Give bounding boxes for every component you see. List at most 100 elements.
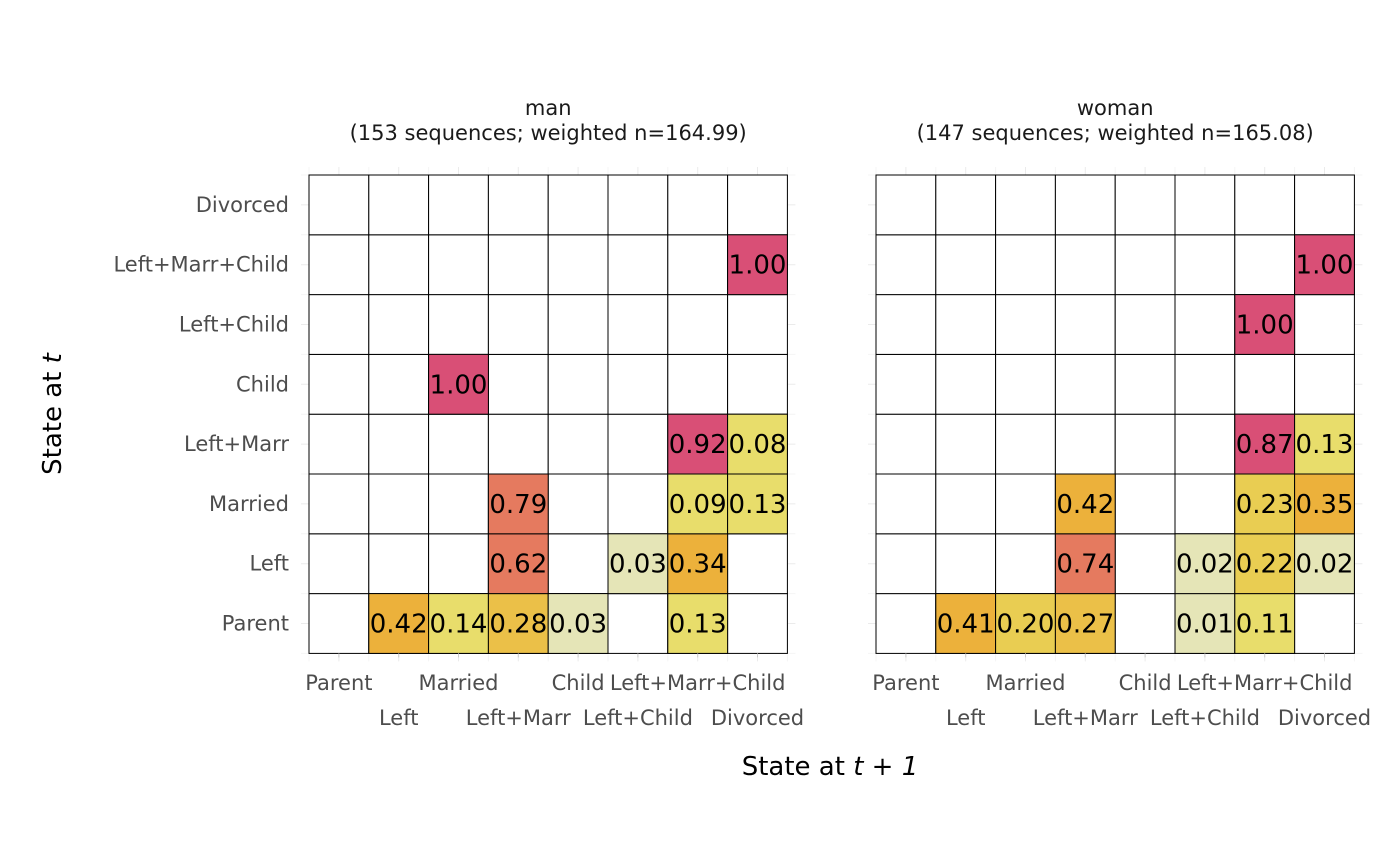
- cell-Left+Marr+Child-to-Child: [547, 234, 609, 296]
- x-tick-label-Left+Child: Left+Child: [583, 706, 693, 730]
- data-label-Left+Marr-to-Divorced: 0.13: [1296, 430, 1354, 460]
- cell-Left+Child-to-Parent: [308, 294, 370, 355]
- heat-cell-Left+Marr+Child-to-Divorced: [1294, 234, 1355, 296]
- cell-Left-to-Child: [547, 533, 609, 595]
- panel-subtitle-woman: (147 sequences; weighted n=165.08): [917, 121, 1314, 145]
- cell-Left+Marr-to-Left: [368, 413, 430, 475]
- cell-Left+Marr-to-Married: [995, 413, 1056, 475]
- cell-Left+Child-to-Married: [428, 294, 489, 355]
- y-axis-title-italic: t: [38, 352, 68, 363]
- y-tick-label-Married: Married: [209, 492, 289, 516]
- data-label-Left-to-Left+Marr: 0.74: [1056, 550, 1114, 580]
- x-tick-label-Left+Marr+Child: Left+Marr+Child: [610, 671, 786, 695]
- heat-cell-Parent-to-Left+Marr: [1054, 593, 1116, 654]
- data-label-Left-to-Left+Marr: 0.62: [489, 550, 547, 580]
- cell-Left+Marr+Child-to-Left+Child: [1174, 234, 1236, 296]
- y-tick-label-Divorced: Divorced: [196, 193, 289, 217]
- data-label-Left+Marr+Child-to-Divorced: 1.00: [1296, 251, 1354, 281]
- data-label-Left+Child-to-Left+Marr+Child: 1.00: [1236, 311, 1294, 341]
- cell-Left+Marr+Child-to-Left: [368, 234, 430, 296]
- cell-Child-to-Left+Marr: [1054, 353, 1116, 415]
- heat-cell-Left-to-Left+Marr+Child: [1234, 533, 1296, 595]
- cell-Left+Child-to-Left+Marr: [1054, 294, 1116, 355]
- cell-Left-to-Divorced: [727, 533, 788, 595]
- cell-Left-to-Parent: [308, 533, 370, 595]
- cell-Child-to-Left+Marr+Child: [667, 353, 729, 415]
- heat-cell-Left-to-Left+Marr: [487, 533, 549, 595]
- cell-Parent-to-Parent: [875, 593, 937, 654]
- data-label-Married-to-Left+Marr: 0.42: [1056, 490, 1114, 520]
- cell-Married-to-Child: [547, 473, 609, 535]
- x-tick-label-Married: Married: [986, 671, 1066, 695]
- data-label-Parent-to-Married: 0.14: [430, 610, 488, 640]
- cell-Left+Child-to-Left: [368, 294, 430, 355]
- cell-Left+Marr-to-Child: [1114, 413, 1176, 475]
- y-tick-label-Left: Left: [249, 552, 289, 576]
- x-axis-title-italic: t + 1: [853, 752, 918, 782]
- x-axis-title-text: State at: [742, 752, 853, 782]
- cell-Divorced-to-Child: [1114, 174, 1176, 236]
- cell-Left+Child-to-Parent: [875, 294, 937, 355]
- cell-Child-to-Parent: [875, 353, 937, 415]
- data-label-Left-to-Left+Marr+Child: 0.34: [669, 550, 727, 580]
- cell-Left+Marr-to-Left+Child: [1174, 413, 1236, 475]
- cell-Married-to-Left: [935, 473, 997, 535]
- cell-Child-to-Left+Child: [607, 353, 669, 415]
- cell-Divorced-to-Left+Marr: [487, 174, 549, 236]
- data-label-Parent-to-Left+Marr+Child: 0.13: [669, 610, 727, 640]
- data-label-Married-to-Left+Marr+Child: 0.09: [669, 490, 727, 520]
- cell-Divorced-to-Married: [995, 174, 1056, 236]
- heat-cell-Left-to-Left+Marr+Child: [667, 533, 729, 595]
- cell-Married-to-Married: [428, 473, 489, 535]
- data-label-Left-to-Left+Marr+Child: 0.22: [1236, 550, 1294, 580]
- cell-Child-to-Parent: [308, 353, 370, 415]
- cell-Married-to-Left+Child: [1174, 473, 1236, 535]
- heat-cell-Parent-to-Child: [547, 593, 609, 654]
- data-label-Parent-to-Left: 0.41: [937, 610, 995, 640]
- cell-Left+Marr+Child-to-Left+Marr: [487, 234, 549, 296]
- cell-Married-to-Parent: [875, 473, 937, 535]
- data-label-Parent-to-Child: 0.03: [549, 610, 607, 640]
- cell-Child-to-Divorced: [1294, 353, 1355, 415]
- cell-Left+Marr-to-Child: [547, 413, 609, 475]
- data-label-Married-to-Divorced: 0.35: [1296, 490, 1354, 520]
- cell-Left+Marr+Child-to-Left+Marr: [1054, 234, 1116, 296]
- heat-cell-Parent-to-Left+Child: [1174, 593, 1236, 654]
- cell-Left-to-Married: [995, 533, 1056, 595]
- data-label-Left-to-Divorced: 0.02: [1296, 550, 1354, 580]
- y-tick-label-Parent: Parent: [222, 612, 289, 636]
- cell-Left+Child-to-Left+Marr: [487, 294, 549, 355]
- data-label-Left+Marr-to-Divorced: 0.08: [729, 430, 787, 460]
- x-tick-label-Left+Marr: Left+Marr: [466, 706, 571, 730]
- cell-Married-to-Child: [1114, 473, 1176, 535]
- cell-Divorced-to-Left+Child: [607, 174, 669, 236]
- data-label-Parent-to-Left+Marr: 0.28: [489, 610, 547, 640]
- cell-Left+Marr-to-Left+Child: [607, 413, 669, 475]
- heat-cell-Parent-to-Left: [935, 593, 997, 654]
- panel-woman: woman(147 sequences; weighted n=165.08) 0…: [868, 96, 1371, 730]
- cell-Married-to-Left+Child: [607, 473, 669, 535]
- heat-cell-Married-to-Divorced: [727, 473, 788, 535]
- heat-cell-Parent-to-Married: [995, 593, 1056, 654]
- heat-cell-Left+Marr-to-Divorced: [1294, 413, 1355, 475]
- cell-Left+Marr-to-Parent: [875, 413, 937, 475]
- cell-Child-to-Left+Child: [1174, 353, 1236, 415]
- cell-Left+Marr-to-Parent: [308, 413, 370, 475]
- heat-cell-Married-to-Left+Marr: [1054, 473, 1116, 535]
- data-label-Parent-to-Left+Marr+Child: 0.11: [1236, 610, 1294, 640]
- cell-Divorced-to-Divorced: [1294, 174, 1355, 236]
- panel-subtitle-man: (153 sequences; weighted n=164.99): [350, 121, 747, 145]
- cell-Left+Marr-to-Married: [428, 413, 489, 475]
- cell-Child-to-Left: [935, 353, 997, 415]
- data-label-Married-to-Left+Marr+Child: 0.23: [1236, 490, 1294, 520]
- cell-Left+Child-to-Child: [547, 294, 609, 355]
- cell-Parent-to-Child: [1114, 593, 1176, 654]
- x-tick-label-Divorced: Divorced: [711, 706, 804, 730]
- data-label-Parent-to-Left: 0.42: [370, 610, 428, 640]
- y-tick-label-Left+Child: Left+Child: [179, 313, 289, 337]
- heat-cell-Married-to-Left+Marr+Child: [667, 473, 729, 535]
- data-label-Left+Marr-to-Left+Marr+Child: 0.92: [669, 430, 727, 460]
- cell-Child-to-Married: [995, 353, 1056, 415]
- cell-Left+Marr+Child-to-Left+Marr+Child: [1234, 234, 1296, 296]
- cell-Left-to-Left: [935, 533, 997, 595]
